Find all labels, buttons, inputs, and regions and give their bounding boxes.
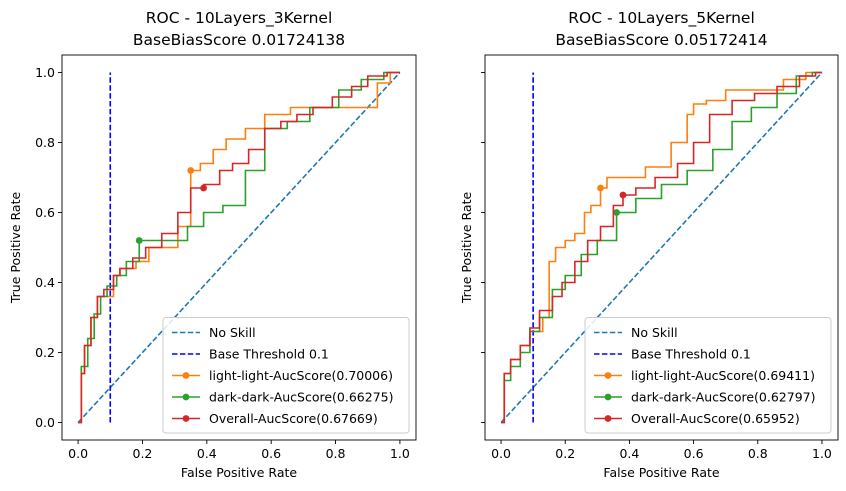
x-tick-label: 1.0 — [812, 446, 832, 461]
legend-marker — [604, 372, 612, 379]
legend-item: light-light-AucScore(0.70006) — [172, 368, 393, 383]
legend-label: light-light-AucScore(0.70006) — [209, 368, 393, 383]
y-tick-label: 0.4 — [35, 275, 55, 290]
legend-item: dark-dark-AucScore(0.66275) — [172, 390, 394, 405]
legend-marker — [182, 372, 190, 379]
y-axis-label: True Positive Rate — [8, 192, 23, 305]
x-tick-label: 0.4 — [197, 446, 217, 461]
x-tick-label: 1.0 — [390, 446, 410, 461]
legend-item: Base Threshold 0.1 — [594, 347, 751, 362]
x-tick-label: 0.6 — [261, 446, 281, 461]
y-tick-label: 0.8 — [35, 135, 55, 150]
legend-box — [162, 317, 410, 434]
legend-item: dark-dark-AucScore(0.62797) — [594, 390, 816, 405]
series-marker-4 — [619, 191, 627, 199]
legend-item: Overall-AucScore(0.65952) — [594, 411, 800, 426]
legend-label: No Skill — [209, 325, 256, 340]
axes-frame — [484, 54, 839, 441]
x-axis-label: False Positive Rate — [603, 465, 719, 480]
y-axis-label: True Positive Rate — [459, 192, 474, 305]
x-tick-label: 0.0 — [68, 446, 88, 461]
legend-label: dark-dark-AucScore(0.66275) — [209, 390, 394, 405]
series-marker-4 — [200, 184, 208, 192]
legend-marker — [604, 393, 612, 401]
legend-label: Base Threshold 0.1 — [209, 347, 329, 362]
legend-item: light-light-AucScore(0.69411) — [594, 368, 815, 383]
legend-label: light-light-AucScore(0.69411) — [631, 368, 815, 383]
legend-marker — [182, 415, 190, 422]
y-tick-label: 0.6 — [35, 205, 55, 220]
legend-label: Base Threshold 0.1 — [631, 347, 751, 362]
chart-subtitle: BaseBiasScore 0.05172414 — [555, 31, 767, 49]
legend-box — [584, 317, 832, 434]
x-tick-label: 0.6 — [684, 446, 704, 461]
x-tick-label: 0.2 — [133, 446, 153, 461]
y-tick-label: 0.0 — [35, 415, 55, 430]
series-line-3 — [501, 71, 822, 424]
roc-panel-1: ROC - 10Layers_3Kernel BaseBiasScore 0.01… — [8, 9, 417, 480]
series-marker-3 — [613, 209, 620, 216]
chart-subtitle: BaseBiasScore 0.01724138 — [133, 31, 345, 49]
roc-panel-2: ROC - 10Layers_5Kernel BaseBiasScore 0.05… — [459, 9, 839, 480]
series-line-4 — [78, 71, 400, 424]
legend-marker — [182, 393, 190, 401]
x-tick-label: 0.4 — [619, 446, 639, 461]
y-tick-label: 0.2 — [35, 345, 55, 360]
y-tick-label: 1.0 — [35, 65, 55, 80]
series-marker-2 — [597, 184, 604, 192]
legend-label: Overall-AucScore(0.65952) — [631, 411, 800, 426]
legend-marker — [604, 415, 612, 422]
x-axis-label: False Positive Rate — [181, 465, 297, 480]
legend-item: Overall-AucScore(0.67669) — [172, 411, 378, 426]
series-line-0 — [77, 71, 401, 424]
x-tick-label: 0.0 — [491, 446, 511, 461]
series-line-4 — [501, 71, 822, 424]
x-tick-label: 0.2 — [555, 446, 575, 461]
series-marker-2 — [187, 167, 195, 174]
x-tick-label: 0.8 — [748, 446, 768, 461]
axes-frame — [61, 54, 417, 441]
chart-title: ROC - 10Layers_5Kernel — [568, 9, 755, 28]
legend-label: Overall-AucScore(0.67669) — [209, 411, 378, 426]
legend-item: No Skill — [172, 325, 256, 340]
chart-title: ROC - 10Layers_3Kernel — [146, 9, 333, 28]
legend-item: Base Threshold 0.1 — [172, 347, 329, 362]
series-marker-3 — [135, 237, 143, 244]
series-line-0 — [500, 71, 823, 424]
legend-label: dark-dark-AucScore(0.62797) — [631, 390, 816, 405]
legend: No Skill Base Threshold 0.1 light-light-Au… — [584, 317, 832, 434]
legend: No Skill Base Threshold 0.1 light-light-Au… — [162, 317, 410, 434]
legend-item: No Skill — [594, 325, 678, 340]
legend-label: No Skill — [631, 325, 678, 340]
x-tick-label: 0.8 — [326, 446, 346, 461]
